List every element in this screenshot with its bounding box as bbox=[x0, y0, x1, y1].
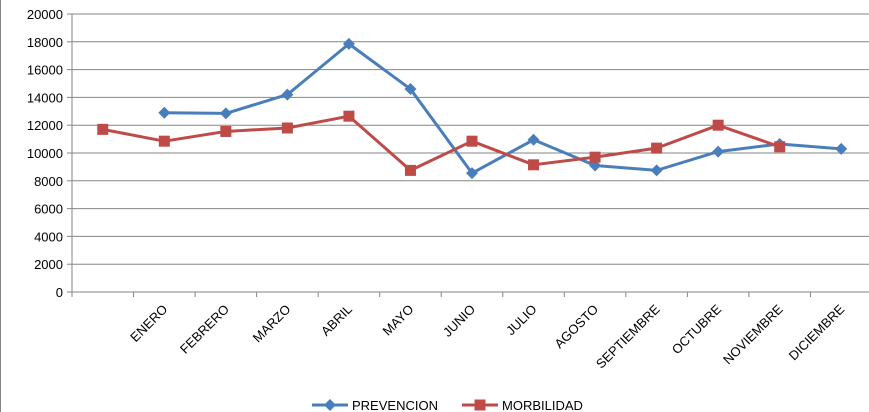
point bbox=[219, 107, 232, 120]
point bbox=[650, 164, 663, 177]
point bbox=[343, 110, 355, 122]
series-line bbox=[102, 114, 781, 172]
x-tick-label: ABRIL bbox=[318, 302, 355, 339]
point bbox=[466, 167, 478, 180]
point bbox=[651, 142, 663, 154]
point bbox=[527, 133, 540, 146]
point bbox=[774, 141, 786, 153]
point bbox=[466, 135, 478, 147]
point bbox=[97, 123, 109, 135]
y-tick-label: 14000 bbox=[27, 90, 63, 105]
point bbox=[404, 164, 416, 176]
x-tick-label: SEPTIEMBRE bbox=[593, 301, 663, 371]
y-tick-label: 6000 bbox=[34, 202, 63, 217]
point bbox=[528, 159, 540, 171]
point bbox=[158, 135, 170, 147]
x-tick-label: JUNIO bbox=[440, 302, 478, 340]
x-tick-label: NOVIEMBRE bbox=[720, 301, 786, 367]
x-tick-label: MARZO bbox=[250, 302, 294, 346]
point bbox=[712, 119, 724, 131]
legend-label: MORBILIDAD bbox=[502, 398, 583, 412]
y-tick-label: 18000 bbox=[27, 35, 63, 50]
y-tick-label: 8000 bbox=[34, 174, 63, 189]
legend-label: PREVENCION bbox=[352, 398, 438, 412]
point bbox=[324, 399, 336, 411]
y-tick-label: 12000 bbox=[27, 118, 63, 133]
y-tick-label: 16000 bbox=[27, 63, 63, 78]
y-tick-label: 4000 bbox=[34, 229, 63, 244]
y-tick-label: 2000 bbox=[34, 257, 63, 272]
point bbox=[404, 83, 417, 96]
x-tick-label: FEBRERO bbox=[177, 302, 232, 357]
x-tick-label: ENERO bbox=[127, 302, 170, 345]
y-tick-label: 20000 bbox=[27, 7, 63, 22]
x-tick-label: OCTUBRE bbox=[669, 301, 725, 357]
point bbox=[712, 145, 725, 158]
y-tick-label: 0 bbox=[56, 285, 63, 300]
point bbox=[220, 125, 232, 137]
x-tick-label: JULIO bbox=[503, 302, 540, 339]
point bbox=[281, 122, 293, 134]
point bbox=[835, 142, 848, 155]
x-tick-label: DICIEMBRE bbox=[786, 301, 848, 363]
series-line bbox=[164, 42, 842, 175]
point bbox=[158, 106, 171, 119]
x-tick-label: MAYO bbox=[380, 302, 417, 339]
point bbox=[589, 151, 601, 163]
y-tick-label: 10000 bbox=[27, 146, 63, 161]
point bbox=[281, 88, 294, 101]
point bbox=[474, 399, 486, 411]
x-tick-label: AGOSTO bbox=[551, 302, 601, 352]
point bbox=[342, 37, 355, 50]
